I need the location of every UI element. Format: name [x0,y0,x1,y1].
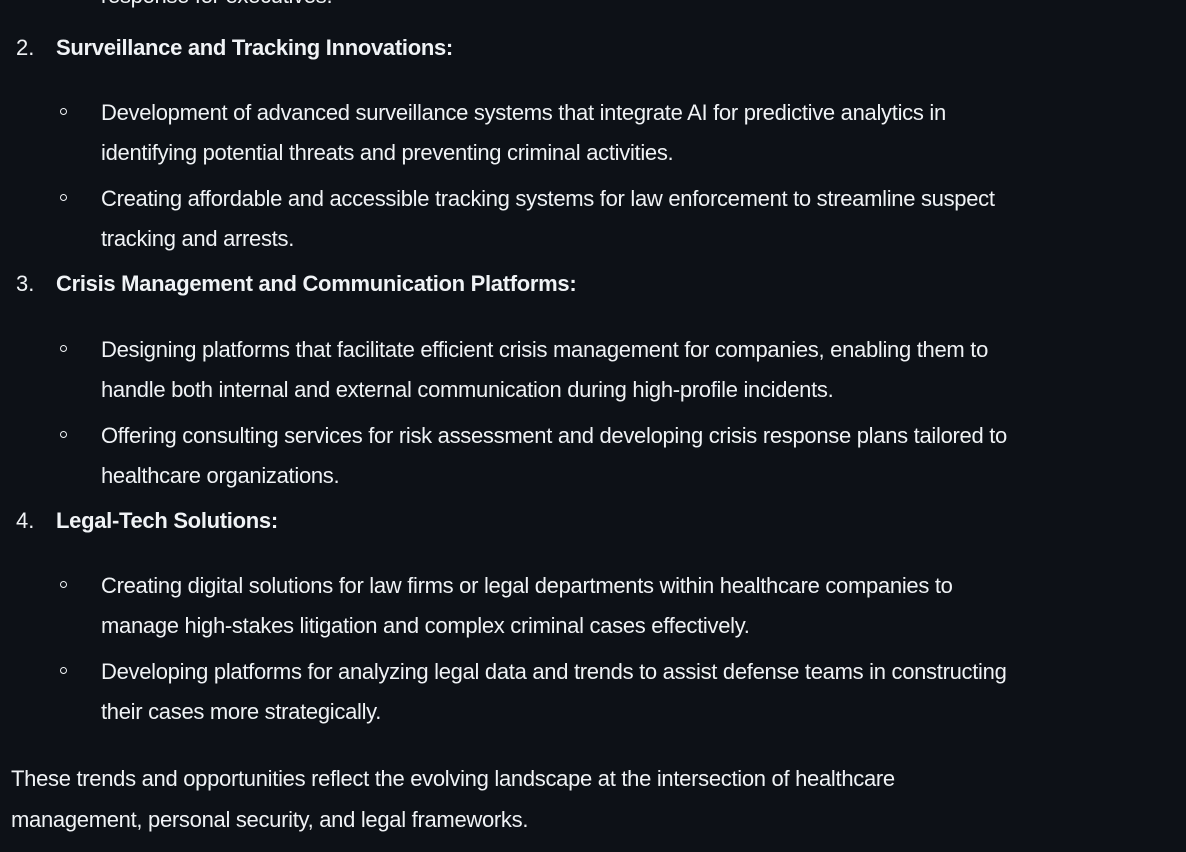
list-number: 2. [16,35,35,60]
bullet-line: Designing platforms that facilitate effi… [101,337,989,362]
section-title: Crisis Management and Communication Plat… [56,271,577,296]
bullet-circle-icon [60,194,67,201]
paragraph-line: management, personal security, and legal… [11,807,529,832]
bullet-line: handle both internal and external commun… [101,377,834,402]
bullet-line: Offering consulting services for risk as… [101,423,1007,448]
list-number: 4. [16,508,35,533]
bullet-line: manage high-stakes litigation and comple… [101,613,750,638]
bullet-line: healthcare organizations. [101,463,340,488]
section-heading: 4. Legal-Tech Solutions: [16,501,278,541]
section-title: Legal-Tech Solutions: [56,508,278,533]
section-heading: 3. Crisis Management and Communication P… [16,264,577,304]
section-heading: 2. Surveillance and Tracking Innovations… [16,28,453,68]
list-number: 3. [16,271,35,296]
partial-top-line: response for executives. [101,0,333,16]
bullet-line: their cases more strategically. [101,699,382,724]
bullet-circle-icon [60,581,67,588]
paragraph-line: These trends and opportunities reflect t… [11,766,895,791]
section-title: Surveillance and Tracking Innovations: [56,35,453,60]
closing-paragraph: These trends and opportunities reflect t… [11,758,1171,840]
bullet-circle-icon [60,667,67,674]
bullet-line: Development of advanced surveillance sys… [101,100,946,125]
bullet-circle-icon [60,108,67,115]
bullet-circle-icon [60,431,67,438]
bullet-line: Creating digital solutions for law firms… [101,573,953,598]
bullet-line: Creating affordable and accessible track… [101,186,995,211]
bullet-line: identifying potential threats and preven… [101,140,674,165]
bullet-circle-icon [60,345,67,352]
bullet-line: Developing platforms for analyzing legal… [101,659,1007,684]
bullet-line: tracking and arrests. [101,226,295,251]
